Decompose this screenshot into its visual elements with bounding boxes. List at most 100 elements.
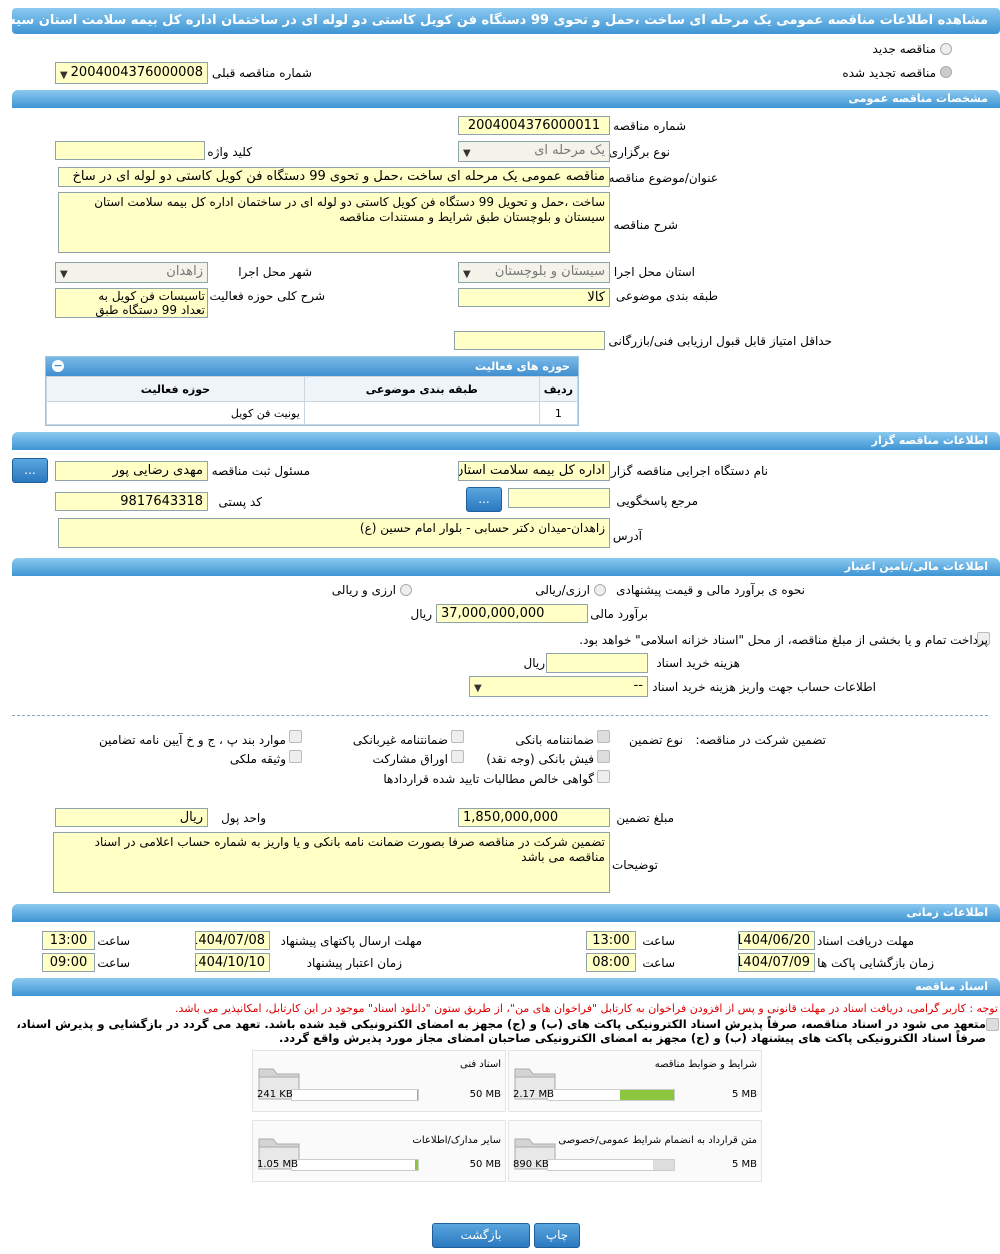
label: مهلت ارسال پاکتهای پیشنهاد	[280, 934, 422, 948]
select-value: زاهدان	[166, 264, 203, 279]
checkbox	[597, 750, 610, 763]
collapse-icon[interactable]: −	[52, 359, 64, 372]
label: ساعت	[97, 956, 130, 970]
file-max: 50 MB	[469, 1089, 501, 1100]
checkbox	[451, 750, 464, 763]
label: ساعت	[642, 956, 675, 970]
label: طبقه بندی موضوعی	[615, 289, 718, 303]
radio	[594, 584, 606, 596]
label: عنوان/موضوع مناقصه	[608, 171, 718, 185]
radio	[940, 66, 952, 78]
folder-icon	[514, 1138, 556, 1170]
label: موارد بند پ ، ج و خ آیین نامه تضامین	[98, 733, 286, 747]
column-header: حوزه فعالیت	[46, 376, 305, 402]
file-size: 1.05 MB	[257, 1159, 298, 1170]
progress-fill	[652, 1160, 674, 1170]
label: زمان اعتبار پیشنهاد	[306, 956, 402, 970]
label: شماره مناقصه قبلی	[212, 66, 312, 80]
input: 1404/06/20	[738, 931, 815, 950]
progress-fill	[619, 1090, 674, 1100]
label: نوع تضمین	[629, 733, 683, 747]
file-card[interactable]: متن قرارداد به انضمام شرایط عمومی/خصوصی …	[508, 1120, 762, 1182]
radio	[400, 584, 412, 596]
select-value: یک مرحله ای	[534, 143, 605, 158]
label: کلید واژه	[207, 145, 252, 159]
print-button[interactable]: چاپ	[534, 1223, 580, 1248]
label: شهر محل اجرا	[238, 265, 312, 279]
label: هزینه خرید اسناد	[656, 656, 740, 670]
table-title: حوزه های فعالیت	[475, 360, 570, 373]
arrow: ▼	[463, 269, 471, 280]
select-value: 2004004376000008	[70, 65, 203, 80]
label: نوع برگزاری	[608, 145, 670, 159]
notice: توجه : کاربر گرامی، دریافت اسناد در مهلت…	[174, 1002, 998, 1015]
select-value: سیستان و بلوچستان	[494, 264, 605, 279]
input: مهدی رضایی پور	[55, 461, 208, 481]
label: ریال	[410, 607, 432, 621]
section-header: مشخصات مناقصه عمومی	[12, 90, 1000, 108]
label: ارزی و ریالی	[331, 583, 396, 597]
label: پرداخت تمام و یا بخشی از مبلغ مناقصه، از…	[579, 633, 988, 647]
select-value: --	[633, 678, 643, 693]
progress-fill	[416, 1090, 418, 1100]
file-card[interactable]: سایر مدارک/اطلاعات 1.05 MB 50 MB	[252, 1120, 506, 1182]
file-size: 241 KB	[257, 1089, 293, 1100]
input: 37,000,000,000	[436, 604, 588, 623]
cell: یونیت فن کویل	[46, 401, 305, 425]
label: ضمانتنامه بانکی	[515, 733, 594, 747]
page-title: مشاهده اطلاعات مناقصه عمومی یک مرحله ای …	[12, 8, 1000, 34]
label: ضمانتنامه غیربانکی	[352, 733, 448, 747]
input: کالا	[458, 288, 610, 307]
progress	[291, 1089, 419, 1101]
input: 2004004376000011	[458, 116, 610, 135]
input: اداره کل بیمه سلامت استان	[458, 461, 610, 481]
input	[546, 653, 648, 673]
input: 09:00	[42, 953, 95, 972]
cell	[303, 401, 540, 425]
input: 1,850,000,000	[458, 808, 610, 827]
file-name: سایر مدارک/اطلاعات	[412, 1135, 501, 1146]
file-card[interactable]: شرایط و ضوابط مناقصه 2.17 MB 5 MB	[508, 1050, 762, 1112]
file-max: 50 MB	[469, 1159, 501, 1170]
label: مبلغ تضمین	[616, 811, 674, 825]
progress-fill	[415, 1160, 418, 1170]
browse-button[interactable]: ...	[466, 487, 502, 512]
back-button[interactable]: بازگشت	[432, 1223, 530, 1248]
label: حداقل امتیاز قابل قبول ارزیابی فنی/بازرگ…	[608, 334, 832, 348]
arrow: ▼	[60, 70, 68, 81]
progress	[547, 1159, 675, 1171]
input: 13:00	[42, 931, 95, 950]
file-size: 890 KB	[513, 1159, 549, 1170]
browse-button[interactable]: ...	[12, 458, 48, 483]
select[interactable]: 2004004376000008 ▼	[55, 62, 208, 84]
label: شرح کلی حوزه فعالیت	[209, 289, 326, 303]
checkbox	[451, 730, 464, 743]
progress	[547, 1089, 675, 1101]
column-header: ردیف	[538, 376, 579, 402]
file-card[interactable]: اسناد فنی 241 KB 50 MB	[252, 1050, 506, 1112]
label: نام دستگاه اجرایی مناقصه گزار	[610, 464, 768, 478]
file-size: 2.17 MB	[513, 1089, 554, 1100]
label: ساعت	[642, 934, 675, 948]
input	[454, 331, 605, 350]
select[interactable]: -- ▼	[469, 676, 648, 697]
arrow: ▼	[60, 269, 68, 280]
label: برآورد مالی	[590, 607, 648, 621]
label: زمان بازگشایی پاکت ها	[817, 956, 934, 970]
select: سیستان و بلوچستان ▼	[458, 262, 610, 283]
input: 1404/07/09	[738, 953, 815, 972]
section-header: اطلاعات مالی/تامین اعتبار	[12, 558, 1000, 576]
label: شرح مناقصه	[613, 218, 678, 232]
label: مناقصه تجدید شده	[842, 66, 936, 80]
textarea: ساخت ،حمل و تحویل 99 دستگاه فن کویل کاست…	[58, 192, 610, 253]
label: مرجع پاسخگویی	[616, 494, 698, 508]
commitment: متعهد می شود در اسناد مناقصه، صرفاً پذیر…	[16, 1017, 986, 1045]
folder-icon	[258, 1138, 300, 1170]
folder-icon	[514, 1068, 556, 1100]
checkbox	[597, 770, 610, 783]
input	[508, 488, 610, 508]
select: زاهدان ▼	[55, 262, 208, 283]
textarea: تاسیسات فن کویل به تعداد 99 دستگاه طبق	[55, 288, 208, 318]
section-header: اطلاعات مناقصه گزار	[12, 432, 1000, 450]
